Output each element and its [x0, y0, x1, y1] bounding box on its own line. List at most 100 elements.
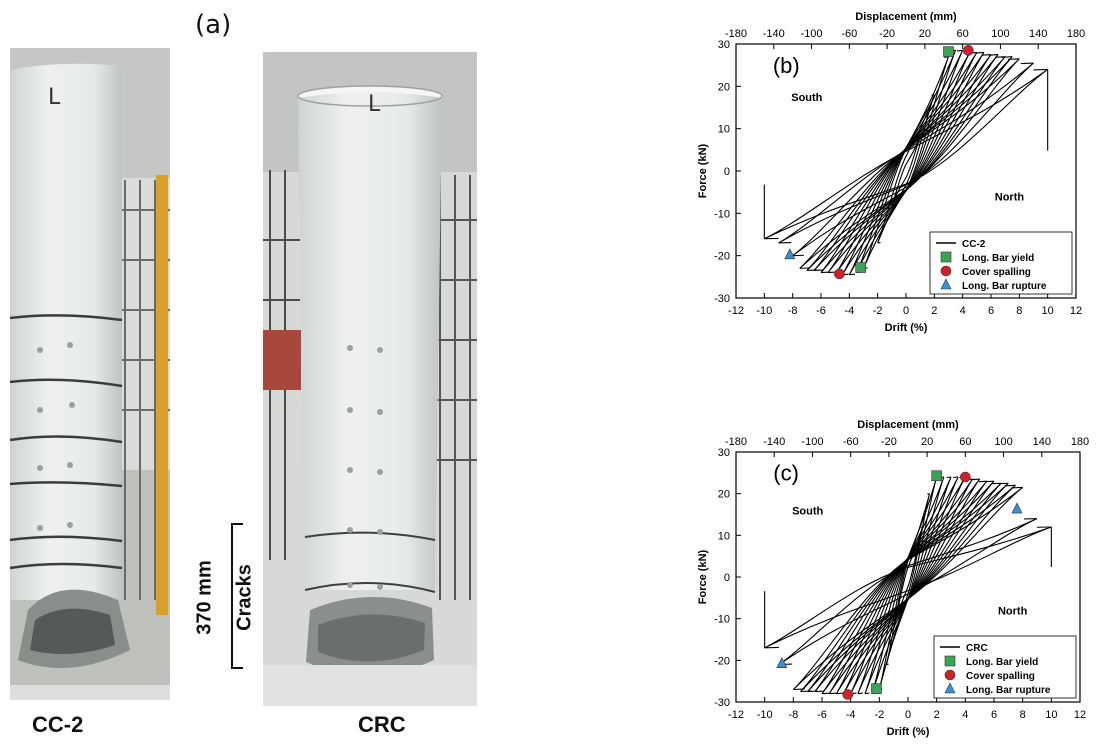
loop-peak-segment [976, 52, 984, 53]
y-axis-label: Force (kN) [697, 143, 709, 198]
legend-label: CRC [966, 643, 988, 654]
y-tick-label: 10 [718, 124, 730, 136]
loop-peak-segment [953, 477, 958, 478]
x-tick-label: 6 [991, 709, 997, 721]
legend-label: Cover spalling [966, 671, 1035, 682]
top-tick-label: 60 [959, 436, 971, 448]
loop-peak-segment [1021, 63, 1034, 64]
legend-label: CC-2 [962, 239, 986, 250]
top-tick-label: 180 [1071, 436, 1089, 448]
loop-peak-segment [822, 693, 831, 694]
annotation-text: North [998, 606, 1028, 618]
photo-crc [263, 52, 477, 706]
top-tick-label: 20 [921, 436, 933, 448]
top-tick-label: -100 [801, 436, 823, 448]
y-tick-label: 0 [724, 166, 730, 178]
top-tick-label: -100 [801, 28, 823, 40]
y-tick-label: 20 [718, 81, 730, 93]
x-tick-label: 10 [1045, 709, 1057, 721]
top-tick-label: -60 [841, 28, 857, 40]
y-tick-label: 20 [718, 489, 730, 501]
top-tick-label: 140 [1033, 436, 1051, 448]
x-tick-label: -2 [874, 709, 884, 721]
loop-peak-segment [1008, 59, 1019, 60]
legend-label: Long. Bar yield [966, 657, 1038, 668]
loop-peak-segment [793, 689, 804, 690]
legend-marker [945, 656, 955, 666]
x-tick-label: 6 [988, 305, 994, 317]
x-tick-label: -2 [873, 305, 883, 317]
x-axis-label: Drift (%) [885, 322, 928, 334]
specimen-tag-right: L [368, 92, 380, 117]
y-tick-label: -10 [714, 208, 730, 220]
top-axis-label: Displacement (mm) [857, 419, 959, 431]
x-tick-label: 12 [1074, 709, 1086, 721]
loop-peak-segment [947, 477, 951, 478]
x-tick-label: -8 [788, 305, 798, 317]
legend-label: Long. Bar rupture [966, 685, 1051, 696]
loop-peak-segment [1002, 57, 1013, 58]
top-tick-label: 60 [957, 28, 969, 40]
y-tick-label: -30 [714, 697, 730, 709]
legend-marker [945, 670, 955, 680]
loop-peak-segment [849, 274, 855, 275]
x-tick-label: -6 [817, 709, 827, 721]
y-tick-label: -20 [714, 655, 730, 667]
top-tick-label: -60 [843, 436, 859, 448]
event-marker [834, 269, 844, 279]
specimen-photos-panel: (a) L L CC-2 CRC 370 mm Cracks [0, 0, 560, 748]
x-tick-label: -12 [728, 709, 744, 721]
y-tick-label: 0 [724, 572, 730, 584]
crack-label: Cracks [234, 543, 257, 653]
loop-peak-segment [836, 693, 843, 694]
top-tick-label: 180 [1067, 28, 1085, 40]
top-tick-label: 100 [991, 28, 1009, 40]
photo-cc2 [10, 48, 170, 700]
panel-label-a: (a) [195, 10, 231, 40]
event-marker [932, 471, 942, 481]
x-tick-label: -4 [846, 709, 856, 721]
y-tick-label: -20 [714, 251, 730, 263]
y-tick-label: -10 [714, 614, 730, 626]
x-tick-label: 4 [962, 709, 968, 721]
x-axis-label: Drift (%) [887, 726, 930, 738]
x-tick-label: -10 [757, 709, 773, 721]
legend-marker [941, 252, 951, 262]
y-tick-label: 30 [718, 39, 730, 51]
x-tick-label: 0 [903, 305, 909, 317]
x-tick-label: 2 [934, 709, 940, 721]
top-tick-label: 100 [994, 436, 1012, 448]
loop-peak-segment [801, 691, 812, 692]
x-tick-label: -10 [756, 305, 772, 317]
legend-label: Long. Bar rupture [962, 281, 1047, 292]
x-tick-label: -8 [788, 709, 798, 721]
x-tick-label: -12 [728, 305, 744, 317]
y-tick-label: 30 [718, 447, 730, 459]
top-tick-label: -20 [879, 28, 895, 40]
annotation-text: South [792, 506, 823, 518]
event-marker [856, 263, 866, 273]
top-tick-label: 20 [919, 28, 931, 40]
caption-crc: CRC [358, 712, 406, 738]
top-tick-label: -140 [763, 28, 785, 40]
loop-peak-segment [865, 693, 869, 694]
x-tick-label: 2 [931, 305, 937, 317]
x-tick-label: 10 [1042, 305, 1054, 317]
top-tick-label: -20 [881, 436, 897, 448]
caption-cc2: CC-2 [32, 712, 83, 738]
event-marker [843, 690, 853, 700]
x-tick-label: -4 [844, 305, 854, 317]
specimen-tag-left: L [48, 85, 60, 110]
top-axis-label: Displacement (mm) [855, 11, 957, 23]
specimen-photos [0, 0, 560, 748]
annotation-text: South [791, 92, 822, 104]
panel-label: (c) [773, 460, 799, 485]
event-marker [871, 684, 881, 694]
x-tick-label: -6 [816, 305, 826, 317]
loop-peak-segment [989, 55, 998, 56]
x-tick-label: 8 [1016, 305, 1022, 317]
x-tick-label: 0 [905, 709, 911, 721]
